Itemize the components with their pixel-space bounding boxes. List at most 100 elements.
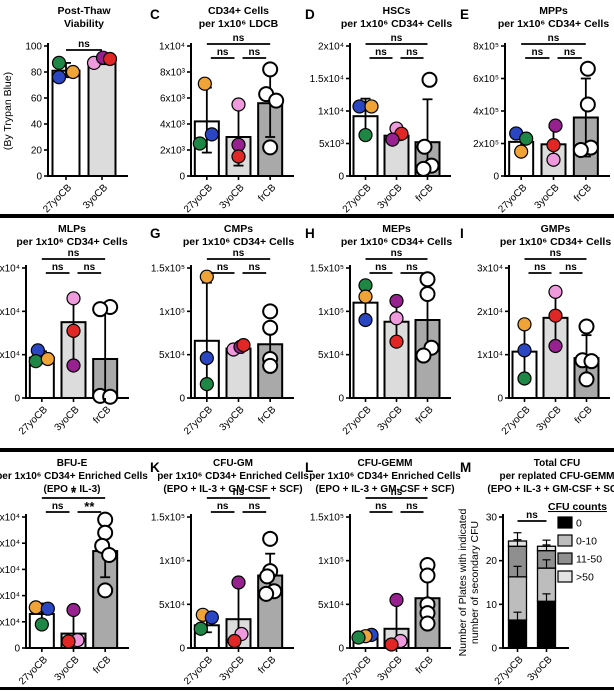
panel-title: per 1x10⁶ CD34+ Cells	[183, 236, 295, 248]
data-point-open	[262, 319, 279, 336]
panel-title: MEPs	[382, 223, 411, 235]
data-point-open	[415, 160, 432, 177]
panel-title: per 1x10⁶ CD34+ Cells	[341, 18, 453, 30]
category-label: 3yoCB	[218, 182, 247, 211]
y-tick-label: 0	[179, 172, 185, 183]
comparison-label: ns	[391, 487, 403, 498]
y-tick-label: 20	[486, 556, 498, 567]
data-point-purple	[548, 338, 563, 354]
data-point-open	[268, 92, 285, 109]
category-label: frCB	[414, 654, 436, 676]
panel-title: (EPO + IL-3 + GM-CSF + SCF)	[487, 484, 614, 495]
y-tick-label: 30	[486, 513, 498, 524]
data-point-blue	[204, 610, 219, 625]
y-tick-label: 2x10⁴	[318, 42, 344, 53]
y-tick-label: 1.5x10⁵	[310, 513, 344, 524]
y-tick-label: 5x10⁴	[159, 350, 185, 361]
panel-title: HSCs	[382, 5, 410, 17]
category-label: frCB	[572, 182, 594, 204]
data-point-open	[258, 585, 275, 602]
data-point-red	[389, 334, 404, 349]
panel-title: CFU-GM	[213, 458, 253, 469]
y-tick-label: 0	[338, 644, 344, 655]
panel-letter: L	[305, 460, 313, 475]
data-point-purple	[548, 118, 563, 133]
row-divider-1	[0, 214, 614, 218]
data-point-open	[259, 568, 276, 585]
comparison-label: ns	[52, 501, 64, 512]
category-label: 3yoCB	[376, 404, 405, 433]
panel-svg: Total CFU per replated CFU-GEMM (EPO + IL-…	[457, 458, 614, 687]
panel-letter: D	[305, 7, 315, 22]
category-label: 27yoCB	[341, 182, 374, 215]
data-point-purple	[389, 293, 404, 309]
y-tick-label: 5x10⁴	[159, 600, 185, 611]
data-point-open	[579, 96, 596, 113]
comparison-label: ns	[526, 510, 538, 521]
y-tick-label: 5x10⁴	[318, 600, 344, 611]
category-label: 3yoCB	[526, 654, 555, 683]
data-point-blue	[40, 601, 55, 616]
bar-3yoCB	[225, 347, 252, 400]
data-point-blue	[51, 70, 67, 85]
category-label: 27yoCB	[341, 404, 374, 437]
category-label: frCB	[91, 404, 113, 426]
comparison-label: ns	[406, 262, 418, 273]
data-point-red	[236, 338, 251, 353]
y-tick-label: 6x10⁵	[473, 74, 499, 85]
data-point-green	[517, 371, 532, 386]
category-label: 27yoCB	[182, 654, 215, 687]
panel-letter: C	[150, 7, 160, 22]
panel-title: per 1x10⁶ CD34+ Cells	[341, 236, 453, 248]
comparison-label: ns	[233, 248, 245, 259]
comparison-label: ns	[550, 248, 562, 259]
data-point-open	[419, 286, 436, 302]
y-tick-label: 1.5x10⁵	[151, 264, 185, 275]
y-tick-label: 5x10⁴	[0, 513, 20, 524]
data-point-open	[415, 347, 432, 364]
data-point-pink	[66, 291, 81, 306]
y-tick-label: 1x10⁴	[159, 42, 185, 53]
y-tick-label: 5x10³	[319, 139, 345, 150]
category-label: frCB	[573, 404, 595, 426]
legend-swatch-11-50	[557, 552, 573, 565]
category-label: 3yoCB	[376, 182, 405, 211]
bar-27yoCB	[352, 301, 379, 399]
panel-title: per 1x10⁶ LDCB	[199, 18, 279, 30]
category-label: 3yoCB	[81, 182, 110, 211]
legend-label: 11-50	[576, 554, 602, 566]
category-label: 27yoCB	[17, 654, 50, 687]
panel-letter: H	[305, 226, 315, 241]
y-tick-label: 1.5x10⁵	[151, 513, 185, 524]
comparison-label: ns	[217, 501, 229, 512]
stack-segment-0	[536, 600, 557, 649]
y-tick-label: 100	[25, 42, 42, 53]
data-point-green	[199, 377, 214, 392]
category-label: frCB	[256, 404, 278, 426]
data-point-blue	[199, 351, 214, 366]
y-tick-label: 3x10⁴	[0, 264, 20, 275]
panel-title: Post-Thaw	[57, 5, 111, 17]
panel-title: per 1x10⁶ CD34+ Cells	[500, 236, 612, 248]
data-point-purple	[231, 575, 246, 590]
data-point-open	[419, 271, 436, 288]
bar-27yoCB	[51, 69, 81, 177]
data-point-green	[51, 55, 67, 71]
data-point-orange	[65, 64, 81, 80]
data-point-purple	[231, 137, 246, 152]
legend-swatch-0	[557, 516, 573, 529]
data-point-orange	[358, 289, 373, 304]
category-label: 3yoCB	[53, 404, 82, 433]
panel-title: (EPO + IL-3)	[44, 484, 101, 495]
panel-title: per replated CFU-GEMM	[499, 471, 614, 482]
comparison-label: ns	[531, 47, 543, 58]
y-tick-label: 8x10⁵	[473, 42, 499, 53]
y-tick-label: 1x10⁵	[318, 556, 344, 567]
panel-letter: M	[460, 460, 471, 475]
data-point-open	[262, 303, 279, 320]
data-point-orange	[28, 600, 43, 615]
